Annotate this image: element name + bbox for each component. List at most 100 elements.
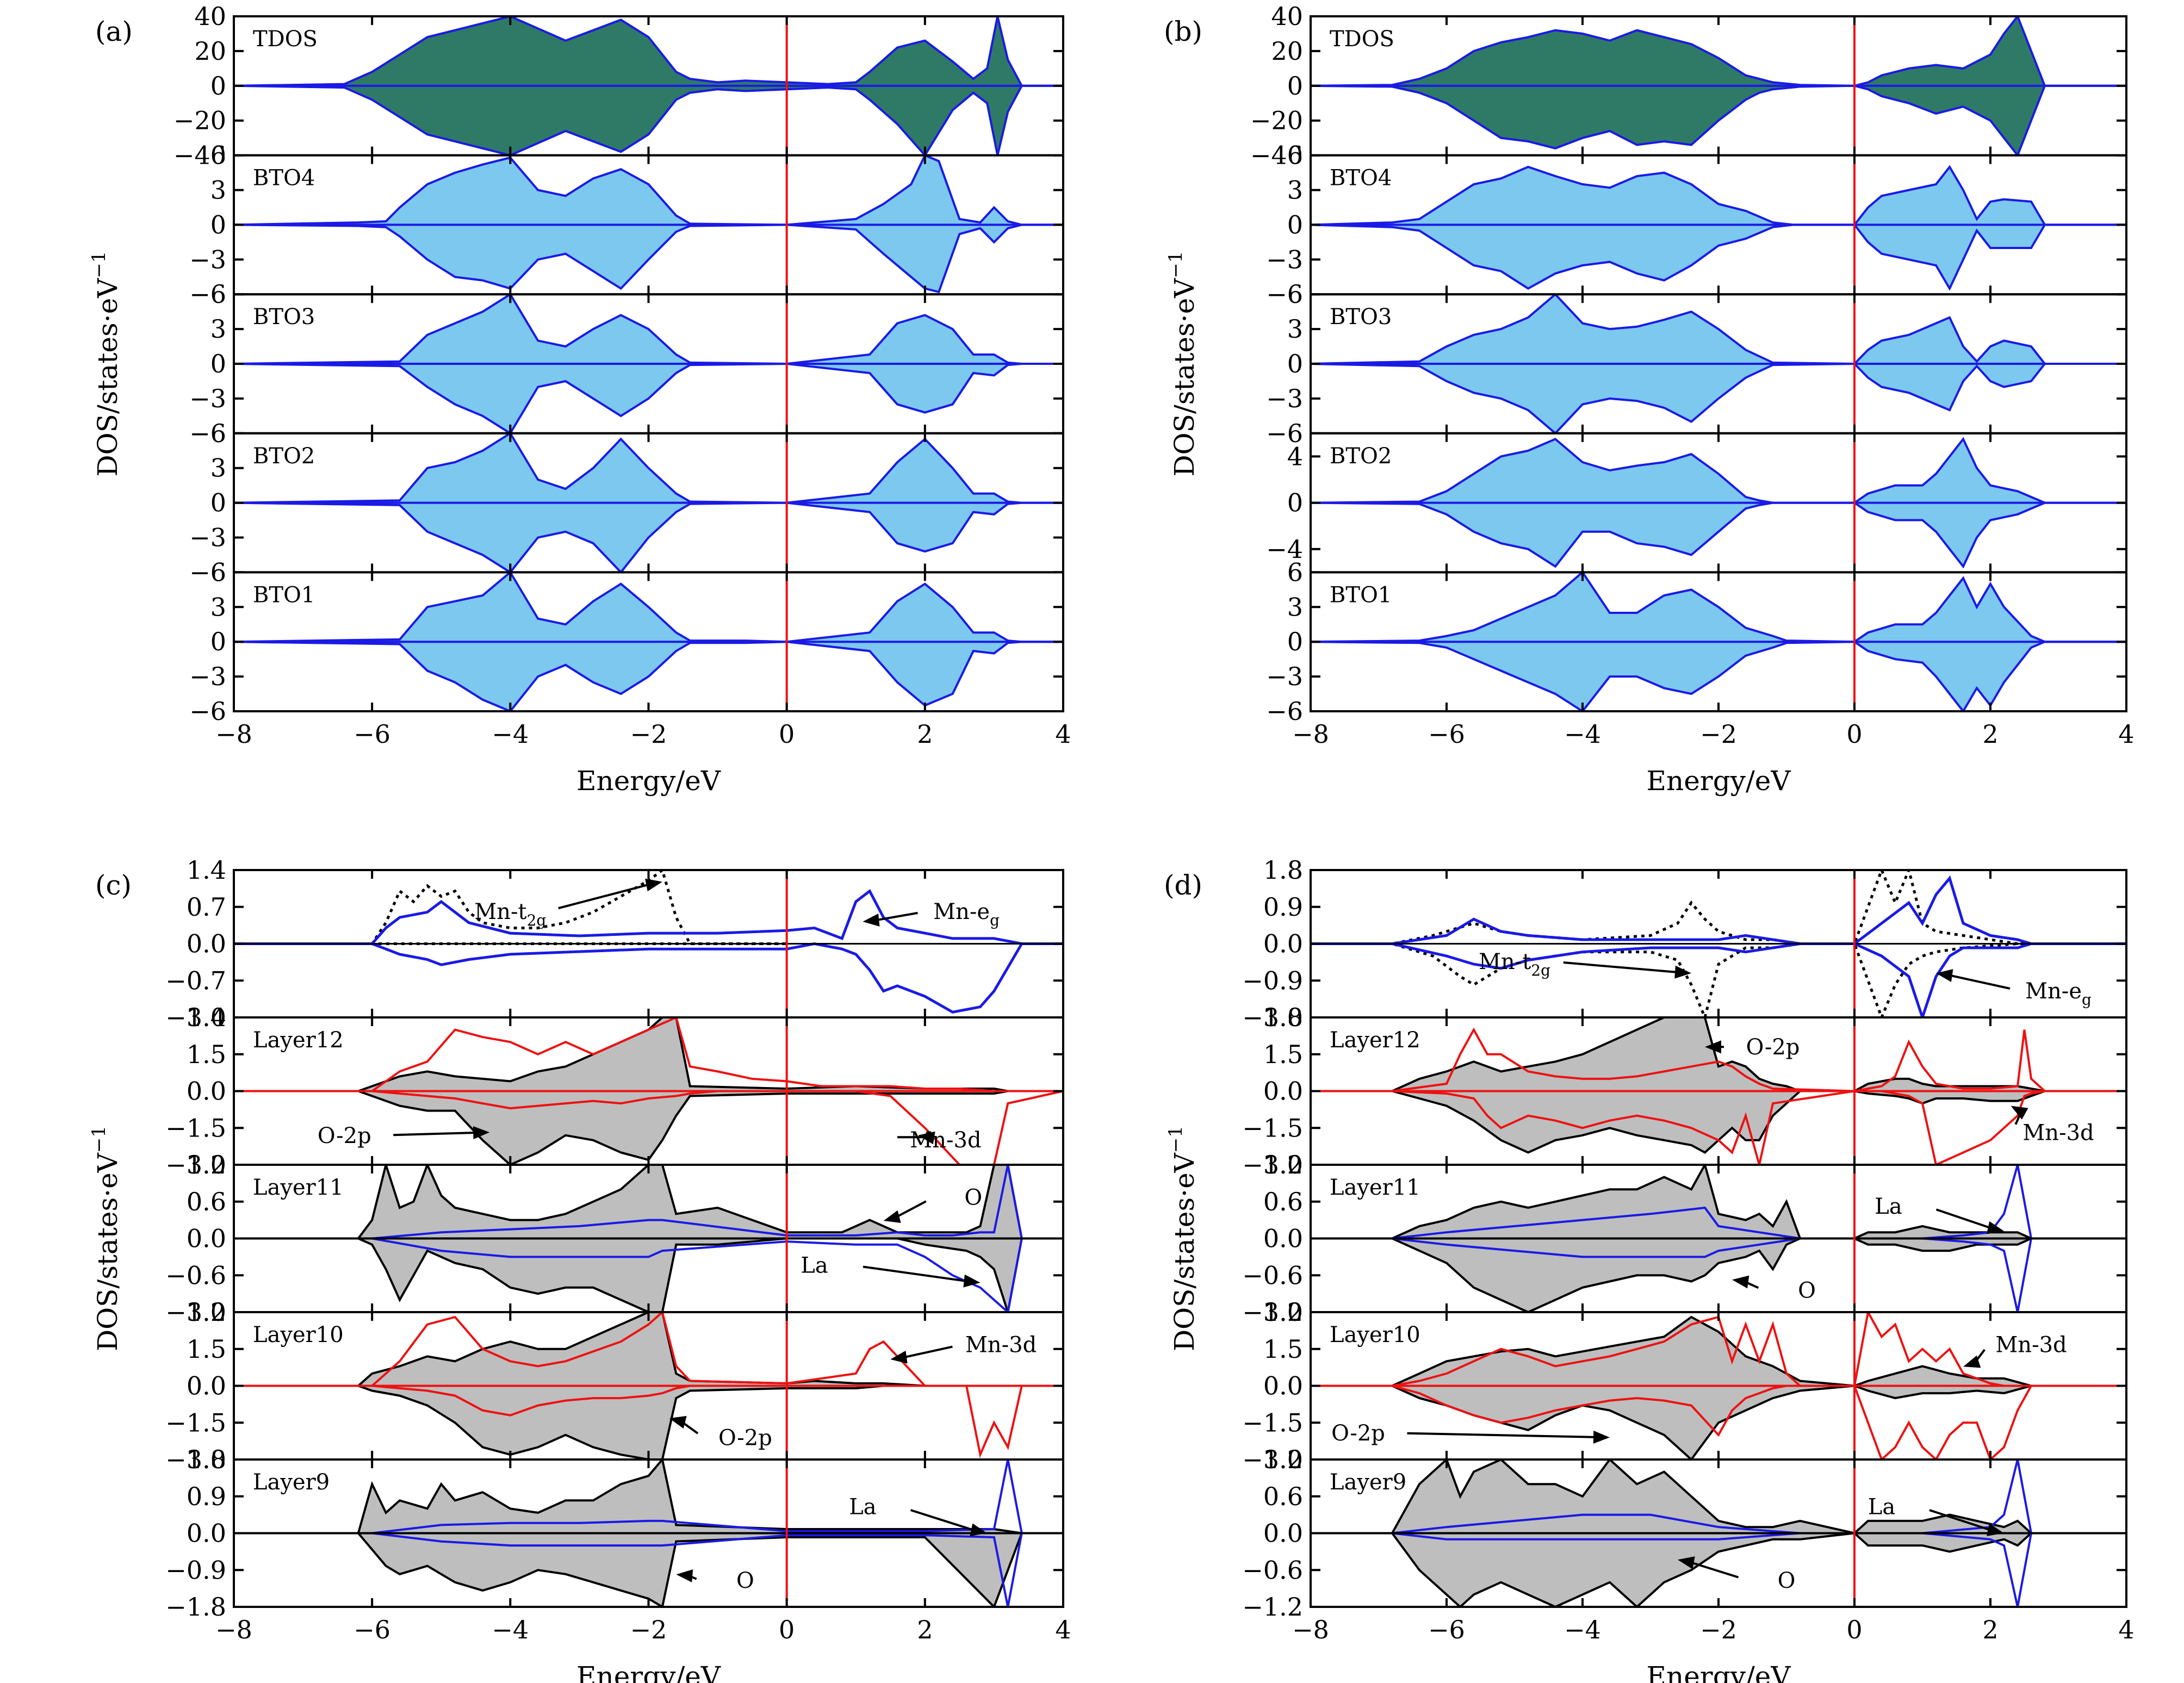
o2p-line-down	[234, 1384, 1063, 1460]
x-tick-label: −4	[1564, 1615, 1601, 1644]
annotation-label: La	[801, 1253, 828, 1278]
dos-area-up	[234, 155, 1063, 225]
x-tick-label: 0	[1846, 1615, 1862, 1644]
dos-line-down	[234, 362, 1063, 433]
x-tick-label: −8	[1292, 719, 1329, 749]
dos-line-up	[1311, 437, 2126, 504]
y-tick-label: 20	[194, 36, 226, 66]
annotation-arrowhead	[2011, 1106, 2028, 1120]
series-line-Mn-3d-down	[1311, 1384, 2126, 1460]
subplot-label: BTO1	[1330, 582, 1392, 607]
dos-area-up	[1311, 16, 2126, 86]
annotation-arrow	[1935, 1208, 1993, 1230]
y-tick-label: −3.0	[1242, 1150, 1303, 1179]
y-axis-title: DOS/states·eV−1	[88, 251, 123, 477]
subplot-b-0: 40 20 0 −20 −40 TDOS	[1250, 2, 2127, 170]
annotation-label: O-2p	[1746, 1035, 1800, 1060]
y-tick-label: 0	[1287, 210, 1303, 239]
dos-line-up	[234, 294, 1063, 365]
x-tick-label: −2	[1700, 719, 1737, 749]
dos-line-up	[1311, 572, 2126, 643]
x-tick-label: −2	[1700, 1615, 1737, 1644]
dos-area-down	[1311, 225, 2126, 289]
dos-line-down	[234, 223, 1063, 294]
y-tick-label: −3.0	[165, 1445, 226, 1474]
subplot-label: Layer9	[1330, 1470, 1406, 1495]
y-tick-label: 3	[1287, 176, 1303, 205]
panel-letter: (d)	[1164, 870, 1202, 901]
subplot-a-0: 40 20 0 −20 −40 TDOS	[173, 2, 1064, 170]
annotation-arrowhead	[1987, 1523, 2004, 1536]
series-line-Mn-eg-down	[234, 942, 1063, 1014]
y-axis-title: DOS/states·eV−1	[1165, 251, 1200, 477]
series-line-Mn-3d-up	[1311, 1312, 2126, 1387]
annotation-arrowhead	[1963, 1355, 1981, 1368]
dos-area-up	[1311, 166, 2126, 225]
annotation-label: Mn-3d	[1995, 1333, 2067, 1358]
series-line-Mn-eg-up	[234, 889, 1063, 945]
subplot-b-1: 6 3 0 −3 −6 BTO4	[1266, 141, 2127, 309]
y-tick-label: −1.5	[165, 1408, 226, 1437]
annotation-arrowhead	[1936, 969, 1953, 982]
y-tick-label: −6	[1266, 280, 1303, 309]
x-tick-label: −6	[353, 1615, 390, 1644]
subplot-d-0: 1.8 0.9 0.0 −0.9 −1.8	[1242, 855, 2127, 1032]
y-tick-label: 6	[1287, 141, 1303, 170]
series-line-Mn-t2g-down	[1311, 942, 2126, 1017]
y-tick-label: −1.2	[1242, 1592, 1303, 1622]
o2p-area-down	[234, 1386, 1063, 1460]
annotation-label: Mn-3d	[965, 1333, 1037, 1358]
subplot-d-3: 3.0 1.5 0.0 −1.5 −3.0 Layer10	[1242, 1297, 2127, 1474]
o2p-line-up	[1311, 1315, 2126, 1387]
subplot-label: BTO2	[1330, 444, 1392, 469]
o2p-area-down	[1311, 1238, 2126, 1312]
panel-letter: (a)	[95, 16, 133, 47]
subplot-a-1: 6 3 0 −3 −6 BTO4	[189, 141, 1064, 309]
y-tick-label: −3	[189, 523, 226, 552]
y-tick-label: −3.0	[1242, 1445, 1303, 1474]
o2p-line-down	[234, 1090, 1063, 1165]
subplot-label: Layer11	[1330, 1175, 1420, 1200]
y-tick-label: −6	[189, 419, 226, 448]
subplot-a-4: 6 3 0 −3 −6 BTO1	[189, 557, 1064, 726]
annotation-arrowhead	[1705, 1040, 1721, 1054]
o2p-area-up	[1311, 1017, 2126, 1091]
annotation-arrowhead	[473, 1126, 490, 1139]
y-tick-label: 1.2	[187, 1150, 226, 1179]
y-tick-label: −0.7	[165, 966, 226, 995]
subplot-label: BTO4	[1330, 166, 1392, 191]
annotation-arrowhead	[669, 1415, 687, 1429]
o2p-area-down	[234, 1091, 1063, 1165]
annotation-arrowhead	[1732, 1275, 1749, 1289]
y-tick-label: 0.0	[187, 1224, 226, 1253]
series-line-La-down	[234, 1237, 1063, 1312]
y-tick-label: 0.0	[187, 1519, 226, 1548]
annotation-arrowhead	[1987, 1221, 2004, 1234]
annotation-label: La	[1875, 1194, 1902, 1219]
y-tick-label: 3	[210, 454, 226, 483]
y-tick-label: 40	[194, 2, 226, 31]
subplot-label: Layer9	[253, 1470, 330, 1495]
dos-area-up	[234, 433, 1063, 503]
y-tick-label: −6	[1266, 419, 1303, 448]
y-tick-label: −6	[1266, 697, 1303, 726]
x-axis-title: Energy/eV	[1647, 1661, 1791, 1683]
y-tick-label: −1.2	[1242, 1297, 1303, 1327]
x-tick-label: 0	[1846, 719, 1862, 749]
subplot-label: BTO4	[253, 166, 315, 191]
y-tick-label: −0.9	[165, 1555, 226, 1585]
annotation-arrow	[874, 911, 918, 922]
y-tick-label: −1.5	[1242, 1113, 1303, 1142]
annotation-arrow	[902, 1345, 953, 1359]
y-tick-label: −6	[189, 557, 226, 587]
y-tick-label: 40	[1271, 2, 1303, 31]
annotation-arrowhead	[883, 1210, 901, 1223]
dos-line-up	[234, 155, 1063, 226]
y-tick-label: 6	[1287, 557, 1303, 587]
panel-d: 1.80.90.0−0.9−1.8 3.01.50.0−1.5−3.0Layer1…	[1164, 855, 2135, 1683]
x-tick-label: 2	[1982, 1615, 1998, 1644]
annotation-arrow	[1947, 973, 2011, 990]
series-line-Mn-3d-up	[1311, 1027, 2126, 1092]
y-tick-label: 0.0	[1263, 1371, 1303, 1401]
dos-line-up	[234, 433, 1063, 504]
